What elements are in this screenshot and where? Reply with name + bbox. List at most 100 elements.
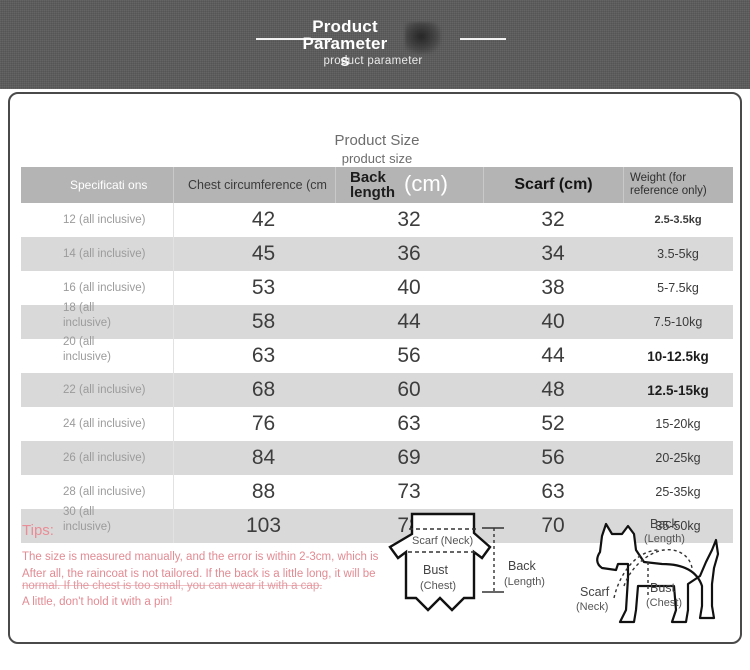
cell-chest: 88 [173, 475, 335, 509]
weight-value: 15-20kg [655, 416, 701, 431]
cell-weight: 25-35kg [623, 475, 733, 509]
cell-back-length: 36 [335, 237, 483, 271]
back-length-value: 60 [397, 378, 421, 401]
cell-chest: 84 [173, 441, 335, 475]
cell-chest: 103 [173, 509, 335, 543]
chest-value: 103 [245, 514, 282, 537]
cell-back-length: 69 [335, 441, 483, 475]
coat-label-bust-sub: (Chest) [420, 580, 456, 592]
cell-scarf: 44 [483, 339, 623, 373]
cell-specification: 26 (all inclusive) [21, 441, 173, 475]
scarf-value: 48 [541, 378, 565, 401]
banner-subtitle: product parameter [0, 55, 750, 67]
dog-neck-dashed-curve [613, 549, 659, 599]
banner-title-wrap: Product Parameters [0, 18, 750, 71]
header-cell-weight: Weight (for reference only) [623, 167, 733, 203]
specification-value: 16 (all inclusive) [63, 281, 146, 294]
section-subtitle-word-1: product [341, 151, 386, 166]
weight-value: 20-25kg [655, 450, 701, 465]
cell-weight: 2.5-3.5kg [623, 203, 733, 237]
banner-texture [0, 0, 750, 89]
banner-title: Product Parameters [302, 17, 388, 70]
cell-specification: 30 (all inclusive) [21, 506, 173, 543]
dog-diagram-svg: Back (Length) Scarf (Neck) Bust (Chest) [576, 517, 720, 624]
cell-back-length: 60 [335, 373, 483, 407]
scarf-value: 34 [541, 242, 565, 265]
back-length-value: 36 [397, 242, 421, 265]
cell-scarf: 38 [483, 271, 623, 305]
tips-line-2: After all, the raincoat is not tailored.… [22, 568, 376, 580]
weight-value: 2.5-3.5kg [654, 213, 702, 226]
cell-scarf: 56 [483, 441, 623, 475]
table-row: 14 (all inclusive) 45 36 34 3.5-5kg [21, 237, 733, 271]
cell-specification: 12 (all inclusive) [21, 203, 173, 237]
cell-chest: 76 [173, 407, 335, 441]
specification-value: 24 (all inclusive) [63, 417, 146, 430]
specification-value: 28 (all inclusive) [63, 485, 146, 498]
banner-rule-right [460, 38, 506, 40]
table-row: 20 (all inclusive) 63 56 44 10-12.5kg [21, 336, 733, 373]
specification-value: 14 (all inclusive) [63, 247, 146, 260]
weight-value: 35-50kg [655, 518, 701, 533]
dog-outline [596, 522, 720, 624]
tips-line-4: A little, don't hold it with a pin! [22, 596, 173, 608]
cell-scarf: 40 [483, 305, 623, 339]
dog-label-scarf-sub: (Neck) [576, 601, 608, 613]
cell-back-length: 44 [335, 305, 483, 339]
scarf-value: 56 [541, 446, 565, 469]
table-row: 22 (all inclusive) 68 60 48 12.5-15kg [21, 373, 733, 407]
cell-weight: 10-12.5kg [623, 339, 733, 373]
chest-value: 42 [251, 208, 276, 231]
scarf-value: 44 [541, 344, 565, 367]
table-row: 26 (all inclusive) 84 69 56 20-25kg [21, 441, 733, 475]
tips-line-3: normal. If the chest is too small, you c… [22, 580, 323, 592]
scarf-value: 38 [541, 276, 565, 299]
chest-value: 63 [251, 344, 276, 367]
header-cell-back-length: Back length (cm) [335, 167, 483, 203]
cell-weight: 15-20kg [623, 407, 733, 441]
cell-back-length: 40 [335, 271, 483, 305]
cell-specification: 16 (all inclusive) [21, 271, 173, 305]
specification-value: 26 (all inclusive) [63, 451, 146, 464]
scarf-value: 32 [541, 208, 565, 231]
back-length-value: 56 [397, 344, 421, 367]
table-row: 18 (all inclusive) 58 44 40 7.5-10kg [21, 302, 733, 339]
coat-outline [388, 512, 492, 612]
cell-scarf: 34 [483, 237, 623, 271]
cell-weight: 3.5-5kg [623, 237, 733, 271]
dog-label-back: Back [650, 517, 679, 531]
header-label-specifications: Specificati ons [70, 178, 148, 192]
dog-label-bust: Bust [650, 581, 676, 595]
tips-line-1: The size is measured manually, and the e… [22, 551, 379, 563]
back-length-value: 63 [397, 412, 421, 435]
back-length-value: 73 [397, 480, 421, 503]
content-card: Product Size product size Specificati ons… [8, 92, 742, 644]
tips-strikethrough-artifact [22, 585, 322, 586]
section-subtitle-word-2: size [389, 151, 413, 166]
cell-specification: 28 (all inclusive) [21, 475, 173, 509]
coat-label-scarf: Scarf (Neck) [412, 535, 473, 547]
banner-rule-left [256, 38, 332, 40]
cell-chest: 63 [173, 339, 335, 373]
table-row: 12 (all inclusive) 42 32 32 2.5-3.5kg [21, 203, 733, 237]
coat-label-bust: Bust [423, 563, 449, 577]
tips-body: The size is measured manually, and the e… [22, 549, 442, 617]
dog-back-dashed-curve [623, 549, 693, 587]
tips-block: Tips: The size is measured manually, and… [22, 522, 442, 617]
back-length-value: 44 [397, 310, 421, 333]
header-label-back-unit: (cm) [404, 171, 448, 196]
banner-subtitle-text: product parameter [323, 55, 423, 67]
cell-chest: 53 [173, 271, 335, 305]
cell-weight: 5-7.5kg [623, 271, 733, 305]
scarf-value: 63 [541, 480, 565, 503]
cell-chest: 68 [173, 373, 335, 407]
tips-heading: Tips: [22, 522, 54, 539]
page-banner: Product Parameters product parameter [0, 0, 750, 89]
coat-label-back: Back [508, 559, 537, 573]
header-label-scarf: Scarf (cm) [514, 176, 593, 193]
cell-weight: 12.5-15kg [623, 373, 733, 407]
banner-smudge-artifact [405, 22, 441, 54]
weight-value: 5-7.5kg [657, 280, 699, 295]
cell-scarf: 52 [483, 407, 623, 441]
table-row: 28 (all inclusive) 88 73 63 25-35kg [21, 475, 733, 509]
